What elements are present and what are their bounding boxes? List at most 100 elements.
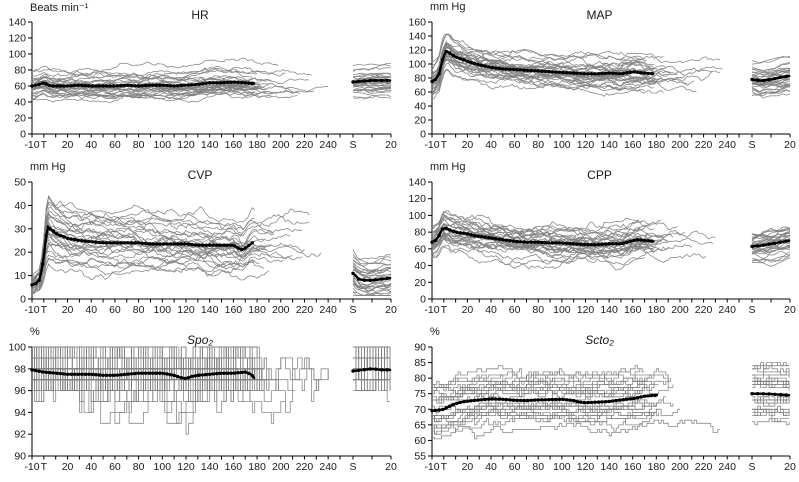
svg-text:100: 100 <box>408 210 426 222</box>
svg-text:140: 140 <box>600 139 618 151</box>
scto2-panel-title: Scto₂ <box>585 333 614 347</box>
svg-text:60: 60 <box>414 87 426 99</box>
svg-text:140: 140 <box>600 461 618 473</box>
svg-text:S: S <box>349 139 356 151</box>
svg-text:S: S <box>748 304 755 316</box>
svg-text:240: 240 <box>718 304 736 316</box>
svg-text:S: S <box>349 461 356 473</box>
svg-text:180: 180 <box>648 304 666 316</box>
svg-text:140: 140 <box>201 304 219 316</box>
svg-text:80: 80 <box>133 304 145 316</box>
svg-text:20: 20 <box>385 461 397 473</box>
svg-text:100: 100 <box>8 49 26 61</box>
svg-text:40: 40 <box>485 304 497 316</box>
svg-text:0: 0 <box>20 294 26 306</box>
svg-text:-10: -10 <box>24 461 39 473</box>
svg-text:40: 40 <box>85 139 97 151</box>
svg-text:60: 60 <box>509 461 521 473</box>
svg-text:120: 120 <box>177 139 195 151</box>
svg-text:20: 20 <box>385 139 397 151</box>
svg-text:80: 80 <box>133 139 145 151</box>
svg-text:-10: -10 <box>424 304 439 316</box>
svg-text:100: 100 <box>553 304 571 316</box>
svg-text:60: 60 <box>109 139 121 151</box>
svg-text:240: 240 <box>319 139 337 151</box>
svg-text:220: 220 <box>695 304 713 316</box>
svg-text:-10: -10 <box>24 304 39 316</box>
svg-text:140: 140 <box>408 31 426 43</box>
svg-text:-10: -10 <box>24 139 39 151</box>
svg-text:20: 20 <box>414 115 426 127</box>
svg-text:40: 40 <box>85 461 97 473</box>
svg-text:T: T <box>441 461 448 473</box>
svg-text:100: 100 <box>553 139 571 151</box>
svg-text:180: 180 <box>248 461 266 473</box>
svg-text:100: 100 <box>154 139 172 151</box>
svg-text:120: 120 <box>408 45 426 57</box>
svg-text:20: 20 <box>784 139 796 151</box>
svg-text:40: 40 <box>14 200 26 212</box>
svg-text:200: 200 <box>272 304 290 316</box>
svg-text:85: 85 <box>414 357 426 369</box>
svg-text:80: 80 <box>133 461 145 473</box>
svg-text:120: 120 <box>577 304 595 316</box>
svg-text:140: 140 <box>8 17 26 29</box>
svg-text:-10: -10 <box>424 139 439 151</box>
svg-text:T: T <box>41 304 48 316</box>
svg-text:100: 100 <box>154 461 172 473</box>
svg-text:0: 0 <box>420 294 426 306</box>
svg-text:S: S <box>748 139 755 151</box>
svg-text:20: 20 <box>414 277 426 289</box>
svg-text:80: 80 <box>532 461 544 473</box>
scto2-chart-canvas: -10 T 20 40 60 80 100 120 140 160 180 200 220 240 S 20 5… <box>414 342 796 474</box>
panel-cvp: mm Hg CVP -10 T 20 40 60 80 100 120 140 160 180 200… <box>0 160 400 325</box>
spo2-unit-label: % <box>30 326 40 338</box>
svg-text:200: 200 <box>671 461 689 473</box>
svg-text:80: 80 <box>414 373 426 385</box>
svg-text:20: 20 <box>62 461 74 473</box>
svg-text:20: 20 <box>784 304 796 316</box>
svg-text:140: 140 <box>408 177 426 189</box>
svg-text:200: 200 <box>272 461 290 473</box>
svg-text:160: 160 <box>225 139 243 151</box>
panel-scto2: % Scto₂ -10 T 20 40 60 80 100 120 140 160 180 200 22… <box>400 325 799 482</box>
svg-text:120: 120 <box>577 139 595 151</box>
svg-text:S: S <box>748 461 755 473</box>
svg-text:55: 55 <box>414 451 426 463</box>
svg-text:60: 60 <box>14 81 26 93</box>
svg-text:100: 100 <box>553 461 571 473</box>
hr-unit-label: Beats min⁻¹ <box>30 2 89 14</box>
map-panel-title: MAP <box>586 8 613 22</box>
svg-text:160: 160 <box>408 17 426 29</box>
svg-text:220: 220 <box>695 461 713 473</box>
svg-text:100: 100 <box>408 59 426 71</box>
svg-text:240: 240 <box>718 139 736 151</box>
svg-text:90: 90 <box>14 451 26 463</box>
svg-text:120: 120 <box>577 461 595 473</box>
svg-text:80: 80 <box>414 227 426 239</box>
svg-text:20: 20 <box>385 304 397 316</box>
svg-text:200: 200 <box>671 139 689 151</box>
hr-chart-canvas: -10 T 20 40 60 80 100 120 140 160 180 200 220 240 S 200… <box>8 17 397 152</box>
cvp-unit-label: mm Hg <box>30 161 66 173</box>
svg-text:180: 180 <box>648 461 666 473</box>
svg-text:96: 96 <box>14 385 26 397</box>
svg-text:40: 40 <box>485 139 497 151</box>
svg-text:160: 160 <box>624 461 642 473</box>
svg-text:60: 60 <box>414 435 426 447</box>
svg-text:65: 65 <box>414 419 426 431</box>
svg-text:180: 180 <box>248 304 266 316</box>
svg-text:240: 240 <box>718 461 736 473</box>
svg-text:0: 0 <box>20 129 26 141</box>
svg-text:T: T <box>41 461 48 473</box>
svg-text:T: T <box>41 139 48 151</box>
svg-text:200: 200 <box>671 304 689 316</box>
svg-text:80: 80 <box>532 304 544 316</box>
cvp-panel-title: CVP <box>187 168 213 182</box>
svg-text:160: 160 <box>225 304 243 316</box>
svg-text:120: 120 <box>177 461 195 473</box>
svg-text:120: 120 <box>408 193 426 205</box>
svg-text:T: T <box>441 139 448 151</box>
svg-text:40: 40 <box>85 304 97 316</box>
